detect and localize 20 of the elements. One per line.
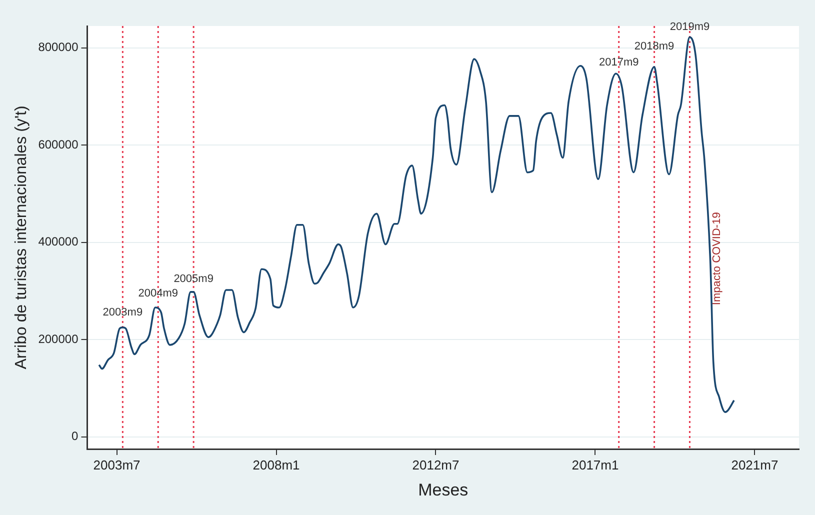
x-tick-label: 2003m7 — [93, 457, 140, 472]
line-series — [98, 36, 735, 413]
x-tick-label: 2017m1 — [572, 457, 619, 472]
x-tick-label: 2008m1 — [252, 457, 300, 472]
annotation: Impacto COVID-19 — [711, 212, 724, 306]
x-tick-label: 2012m7 — [412, 457, 460, 472]
annotation: 2004m9 — [138, 287, 178, 300]
annotation: 2017m9 — [598, 56, 639, 68]
y-tick-label: 800000 — [38, 40, 79, 54]
annotation: 2019m9 — [670, 20, 710, 33]
annotation: 2018m9 — [634, 40, 674, 52]
y-tick-label: 200000 — [38, 332, 79, 346]
x-tick-label: 2021m7 — [731, 457, 778, 472]
annotation: 2005m9 — [174, 273, 214, 286]
y-axis-title: Arribo de turistas internacionales (y't) — [13, 106, 30, 370]
annotation: 2003m9 — [102, 306, 143, 319]
y-tick-label: 400000 — [38, 234, 79, 249]
y-tick-label: 600000 — [38, 137, 79, 152]
x-axis-title: Meses — [418, 480, 468, 500]
y-tick-label: 0 — [72, 429, 79, 444]
